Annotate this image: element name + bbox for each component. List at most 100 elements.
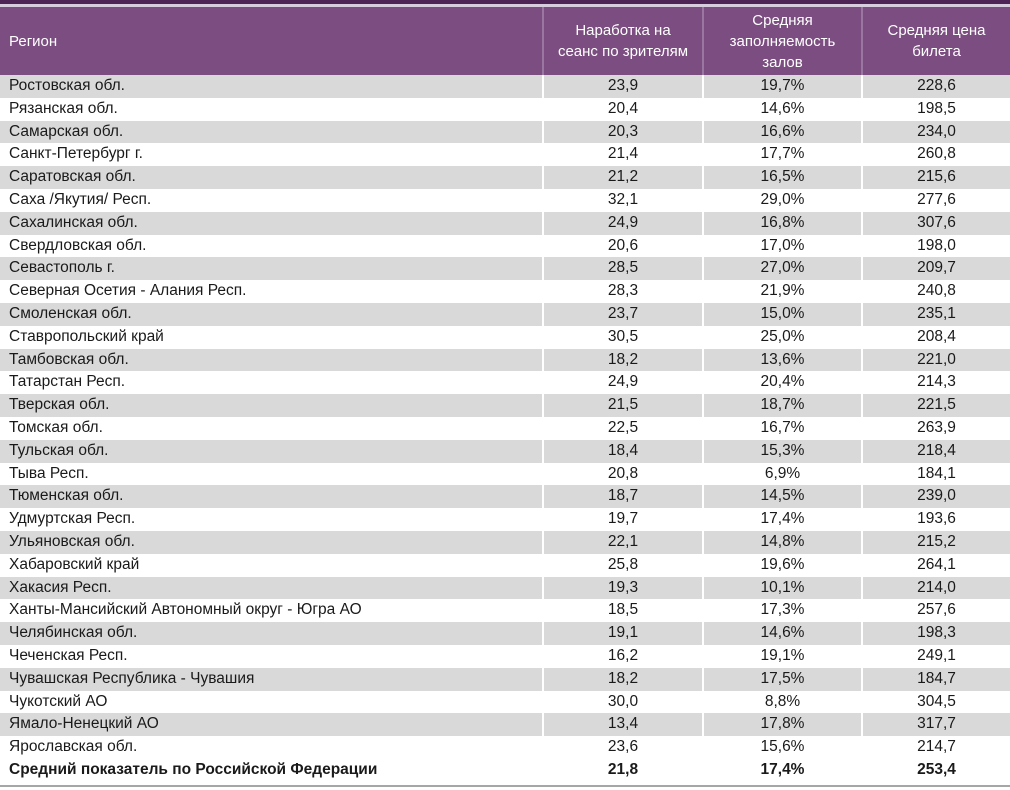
value-cell: 20,6 [542, 234, 703, 258]
value-cell: 16,6% [702, 120, 862, 144]
value-cell: 17,3% [702, 599, 862, 623]
value-cell: 13,6% [702, 348, 862, 372]
region-cell: Рязанская обл. [9, 99, 118, 117]
value-cell: 214,0 [861, 576, 1010, 600]
table-row: Ставропольский край 30,5 25,0% 208,4 [0, 325, 1010, 349]
value-cell: 214,7 [861, 736, 1010, 759]
value-cell: 10,1% [702, 576, 862, 600]
region-cell: Севастополь г. [9, 259, 115, 277]
value-cell: 239,0 [861, 485, 1010, 509]
region-cell: Томская обл. [9, 418, 103, 436]
value-cell: 32,1 [542, 188, 703, 212]
value-cell: 18,7% [702, 394, 862, 417]
value-cell: 23,7 [542, 302, 703, 326]
value-cell: 208,4 [861, 325, 1010, 349]
table-row: Самарская обл. 20,3 16,6% 234,0 [0, 120, 1010, 144]
value-cell: 184,7 [861, 667, 1010, 691]
region-cell: Тамбовская обл. [9, 350, 129, 368]
value-cell: 25,8 [542, 553, 703, 577]
value-cell: 18,2 [542, 348, 703, 372]
table-bottom-border [0, 784, 1010, 787]
value-cell: 29,0% [702, 188, 862, 212]
value-cell: 21,4 [542, 143, 703, 167]
value-cell: 17,0% [702, 234, 862, 258]
value-cell: 18,5 [542, 599, 703, 623]
value-cell: 215,6 [861, 166, 1010, 189]
column-header-ticket-price: Средняя цена билета [861, 7, 1010, 75]
total-row: Средний показатель по Российской Федерац… [0, 758, 1010, 782]
region-cell: Ярославская обл. [9, 738, 138, 756]
table-row: Ульяновская обл. 22,1 14,8% 215,2 [0, 530, 1010, 554]
value-cell: 30,0 [542, 690, 703, 714]
table-row: Томская обл. 22,5 16,7% 263,9 [0, 416, 1010, 440]
region-cell: Северная Осетия - Алания Респ. [9, 282, 247, 300]
value-cell: 17,4% [702, 758, 862, 782]
region-cell: Ростовская обл. [9, 77, 125, 94]
column-header-attendance-per-session: Наработка на сеанс по зрителям [542, 7, 703, 75]
value-cell: 20,4% [702, 371, 862, 395]
table-row: Сахалинская обл. 24,9 16,8% 307,6 [0, 211, 1010, 235]
value-cell: 209,7 [861, 257, 1010, 281]
table-top-accent-gap [0, 4, 1010, 7]
value-cell: 15,6% [702, 736, 862, 759]
value-cell: 184,1 [861, 462, 1010, 486]
region-cell: Ямало-Ненецкий АО [9, 715, 159, 733]
table-row: Ямало-Ненецкий АО 13,4 17,8% 317,7 [0, 713, 1010, 737]
table-row: Санкт-Петербург г. 21,4 17,7% 260,8 [0, 143, 1010, 167]
value-cell: 18,7 [542, 485, 703, 509]
region-cell: Тульская обл. [9, 441, 109, 459]
value-cell: 214,3 [861, 371, 1010, 395]
column-header-hall-occupancy: Средняя заполняемость залов [702, 7, 862, 75]
region-cell: Ульяновская обл. [9, 532, 135, 550]
region-cell: Средний показатель по Российской Федерац… [9, 760, 378, 778]
table-row: Тамбовская обл. 18,2 13,6% 221,0 [0, 348, 1010, 372]
region-cell: Санкт-Петербург г. [9, 145, 143, 163]
value-cell: 215,2 [861, 530, 1010, 554]
table-row: Тюменская обл. 18,7 14,5% 239,0 [0, 485, 1010, 509]
region-cell: Челябинская обл. [9, 624, 138, 642]
table-row: Свердловская обл. 20,6 17,0% 198,0 [0, 234, 1010, 258]
value-cell: 228,6 [861, 75, 1010, 98]
value-cell: 253,4 [861, 758, 1010, 782]
region-cell: Хабаровский край [9, 555, 140, 573]
value-cell: 25,0% [702, 325, 862, 349]
value-cell: 317,7 [861, 713, 1010, 737]
table-row: Ярославская обл. 23,6 15,6% 214,7 [0, 736, 1010, 759]
table-row: Татарстан Респ. 24,9 20,4% 214,3 [0, 371, 1010, 395]
region-cell: Тверская обл. [9, 396, 110, 414]
value-cell: 19,7 [542, 508, 703, 531]
table-row: Северная Осетия - Алания Респ. 28,3 21,9% 2… [0, 280, 1010, 303]
value-cell: 15,3% [702, 439, 862, 463]
value-cell: 249,1 [861, 644, 1010, 668]
value-cell: 16,2 [542, 644, 703, 668]
region-cell: Чукотский АО [9, 692, 108, 710]
value-cell: 19,3 [542, 576, 703, 600]
region-cell: Сахалинская обл. [9, 213, 138, 231]
region-cell: Саратовская обл. [9, 168, 136, 186]
table-row: Чукотский АО 30,0 8,8% 304,5 [0, 690, 1010, 714]
value-cell: 17,7% [702, 143, 862, 167]
value-cell: 304,5 [861, 690, 1010, 714]
value-cell: 6,9% [702, 462, 862, 486]
value-cell: 20,8 [542, 462, 703, 486]
value-cell: 218,4 [861, 439, 1010, 463]
value-cell: 260,8 [861, 143, 1010, 167]
table-row: Тыва Респ. 20,8 6,9% 184,1 [0, 462, 1010, 486]
value-cell: 307,6 [861, 211, 1010, 235]
region-cell: Тюменская обл. [9, 487, 124, 505]
value-cell: 22,1 [542, 530, 703, 554]
table-body: Ростовская обл. 23,9 19,7% 228,6 Рязанская о… [0, 75, 1010, 782]
value-cell: 263,9 [861, 416, 1010, 440]
region-cell: Татарстан Респ. [9, 373, 126, 391]
value-cell: 221,0 [861, 348, 1010, 372]
value-cell: 28,3 [542, 280, 703, 303]
region-cell: Свердловская обл. [9, 236, 147, 254]
value-cell: 264,1 [861, 553, 1010, 577]
table-row: Челябинская обл. 19,1 14,6% 198,3 [0, 622, 1010, 645]
column-header-region: Регион [0, 7, 543, 75]
value-cell: 24,9 [542, 211, 703, 235]
value-cell: 277,6 [861, 188, 1010, 212]
value-cell: 17,4% [702, 508, 862, 531]
header-row: Регион Наработка на сеанс по зрителям Ср… [0, 7, 1010, 75]
value-cell: 221,5 [861, 394, 1010, 417]
